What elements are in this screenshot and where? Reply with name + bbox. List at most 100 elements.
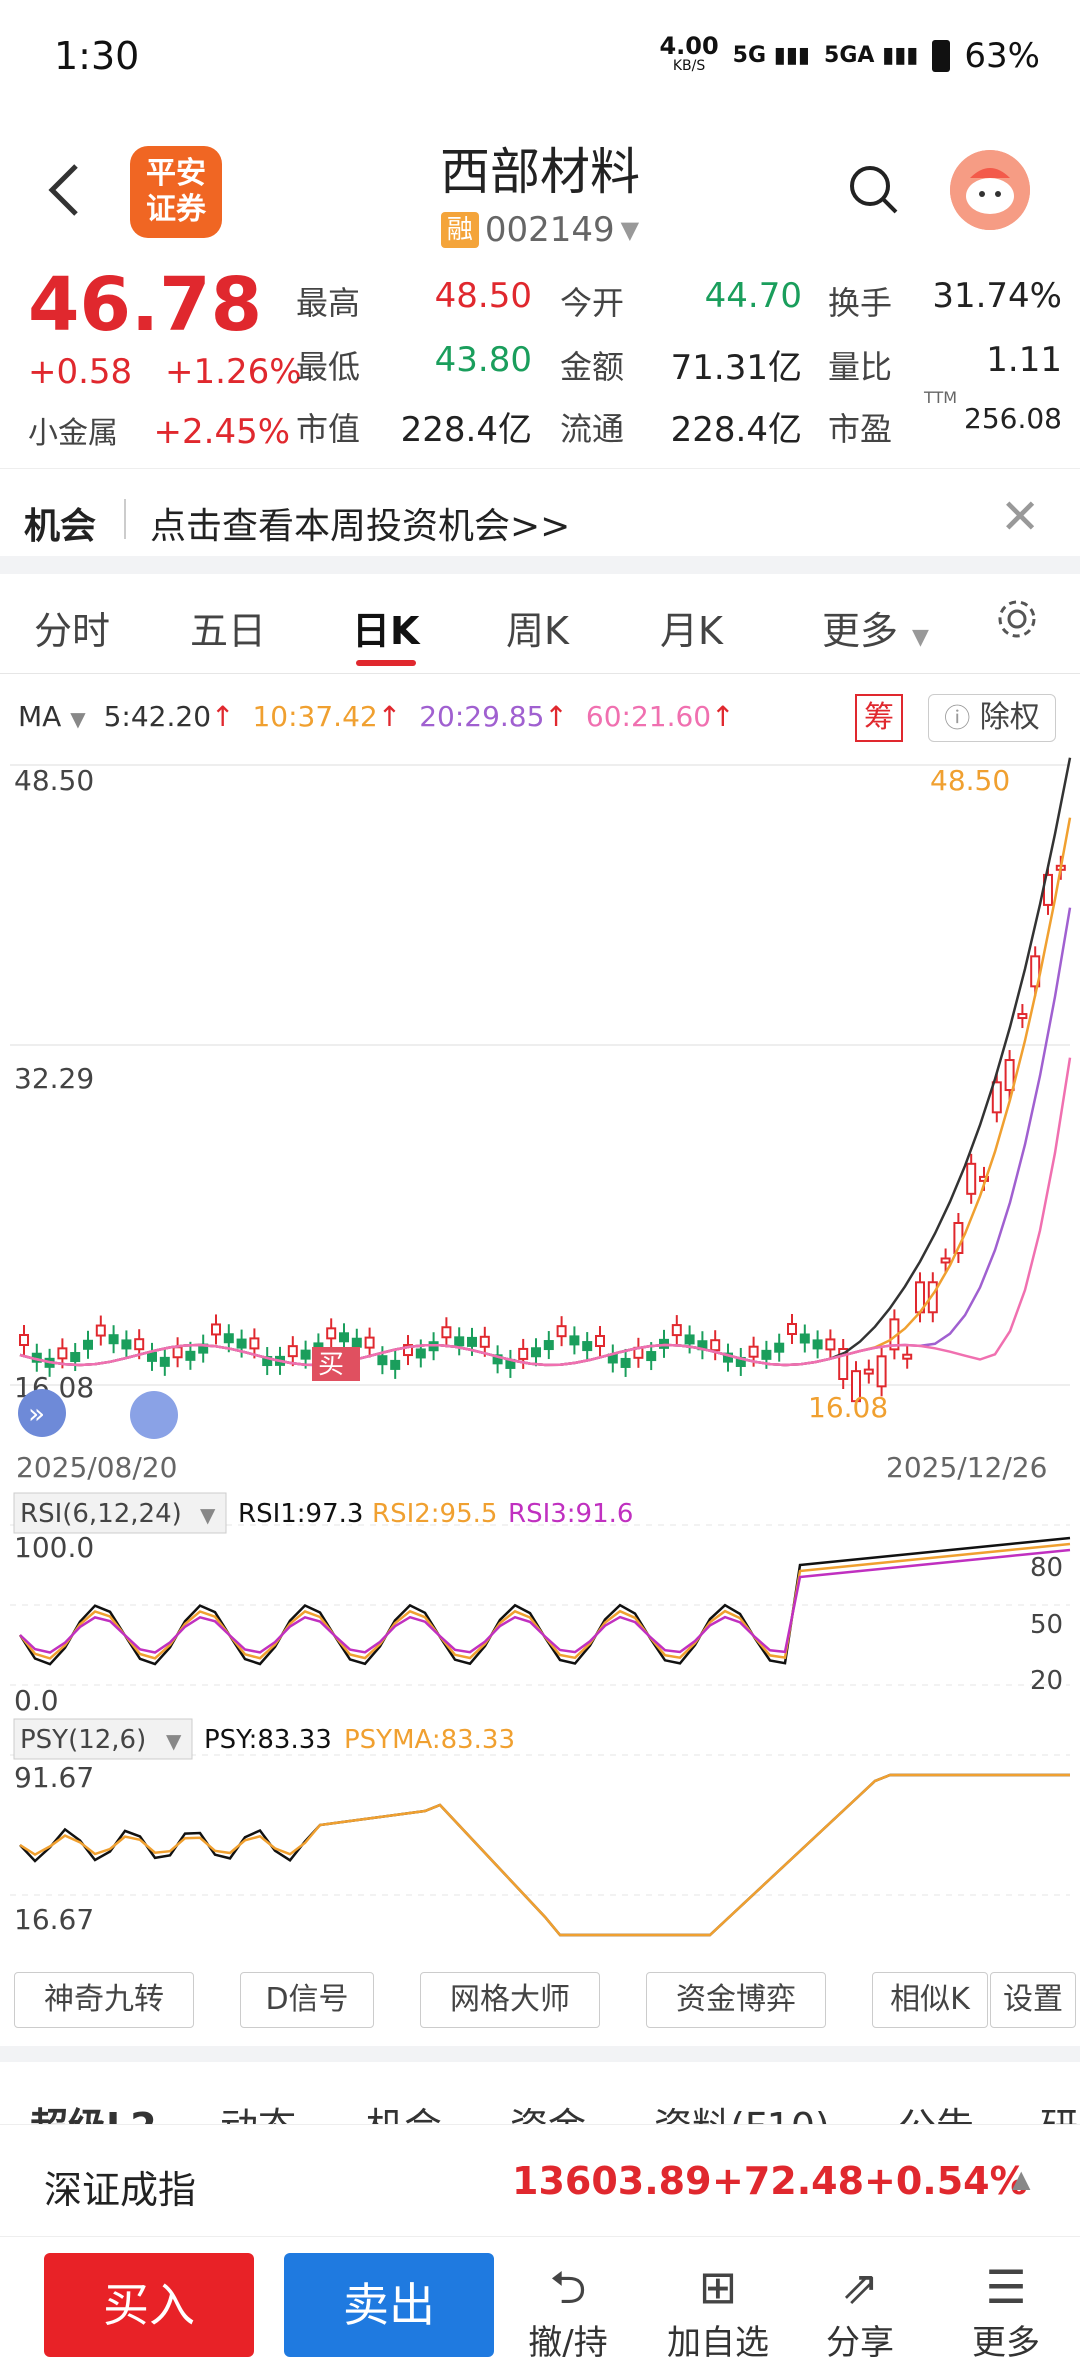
candlestick xyxy=(403,1344,413,1357)
candlestick xyxy=(787,1323,797,1336)
ma60-value: 60:21.60↑ xyxy=(585,700,735,733)
candlestick xyxy=(121,1339,132,1350)
index-ticker[interactable]: 深证成指 13603.89 +72.48 +0.54% ▲ xyxy=(0,2124,1080,2236)
tab-weekly-k[interactable]: 周K xyxy=(506,609,569,653)
rsi-lines xyxy=(18,1536,1071,1666)
tab-announcements[interactable]: 公告 xyxy=(898,2105,975,2128)
rsi3-value: RSI3:91.6 xyxy=(508,1499,633,1529)
sector-pct: +2.45% xyxy=(153,412,291,452)
net-speed-value: 4.00 xyxy=(659,32,719,60)
quote-value: 43.80 xyxy=(434,340,532,380)
tool-grid-master[interactable]: 网格大师 xyxy=(420,1972,600,2028)
tab-daily-k[interactable]: 日K xyxy=(352,609,420,653)
candlestick xyxy=(569,1335,580,1346)
candlestick xyxy=(339,1332,349,1343)
x-start-label: 2025/08/20 xyxy=(16,1451,177,1484)
add-watchlist-button[interactable]: ⊞ 加自选 xyxy=(664,2259,772,2364)
rsi-selector[interactable] xyxy=(13,1492,227,1534)
rsi2-value: RSI2:95.5 xyxy=(372,1499,497,1529)
tool-fund-game[interactable]: 资金博弈 xyxy=(646,1972,826,2028)
candlestick xyxy=(287,1345,298,1358)
tab-monthly-k[interactable]: 月K xyxy=(660,609,723,653)
tab-funds[interactable]: 资金 xyxy=(510,2105,587,2128)
tab-opportunity[interactable]: 机会 xyxy=(366,2105,443,2128)
chart-tabs: 分时 五日 日K 周K 月K 更多 ▼ xyxy=(0,578,1080,674)
ma-line xyxy=(19,817,1072,1367)
section-separator xyxy=(0,556,1080,574)
ma-label: MA ▼ xyxy=(18,700,86,733)
candlestick xyxy=(19,1334,29,1346)
candlestick xyxy=(390,1359,401,1370)
stock-code-row[interactable]: 融 002149 ▼ xyxy=(0,210,1080,250)
candlestick xyxy=(646,1351,657,1362)
candlestick xyxy=(415,1348,426,1359)
chip-distribution-button[interactable]: 筹 xyxy=(855,694,903,742)
tab-more[interactable]: 更多 ▼ xyxy=(822,609,929,653)
candlestick xyxy=(108,1334,119,1345)
buy-button[interactable]: 买入 xyxy=(44,2253,254,2357)
status-time: 1:30 xyxy=(54,34,140,78)
candlestick xyxy=(774,1342,785,1353)
stock-header: 平安 证券 西部材料 融 002149 ▼ xyxy=(0,120,1080,260)
more-button[interactable]: ☰ 更多 xyxy=(956,2259,1056,2364)
tool-magic-nine[interactable]: 神奇九转 xyxy=(14,1972,194,2028)
ttm-superscript: TTM xyxy=(924,388,958,407)
candlestick xyxy=(454,1336,465,1347)
cancel-hold-button[interactable]: ⮌ 撤/持 xyxy=(518,2259,618,2364)
rsi-line xyxy=(19,1548,1071,1654)
expand-icon[interactable] xyxy=(18,1389,66,1437)
quote-label: 市盈 xyxy=(828,410,893,448)
ex-rights-button[interactable]: ⓘ 除权 xyxy=(928,694,1056,742)
caret-up-icon[interactable]: ▲ xyxy=(1012,2165,1031,2193)
opportunity-bar[interactable]: 机会 点击查看本周投资机会>> ✕ xyxy=(0,468,1080,568)
opportunity-text: 点击查看本周投资机会>> xyxy=(150,506,571,547)
candlestick xyxy=(211,1323,221,1336)
close-icon[interactable]: ✕ xyxy=(1000,489,1041,545)
candlestick xyxy=(1004,1059,1015,1092)
tab-intraday[interactable]: 分时 xyxy=(34,609,111,653)
gear-icon[interactable] xyxy=(994,596,1040,651)
more-label: 更多 xyxy=(972,2323,1040,2363)
ma-legend[interactable]: MA ▼ 5:42.20↑ 10:37.42↑ 20:29.85↑ 60:21.… xyxy=(18,700,735,733)
candlestick xyxy=(812,1339,823,1350)
search-icon[interactable] xyxy=(846,162,902,218)
tab-research[interactable]: 研 xyxy=(1040,2105,1079,2128)
fullscreen-icon[interactable] xyxy=(130,1391,178,1439)
ma-line xyxy=(19,907,1072,1367)
candlestick xyxy=(95,1324,106,1337)
quote-label: 换手 xyxy=(828,284,893,322)
quote-value: 228.4亿 xyxy=(670,410,802,450)
ma20-value: 20:29.85↑ xyxy=(419,700,568,733)
candlestick xyxy=(710,1339,721,1352)
sector-row[interactable]: 小金属 +2.45% xyxy=(28,408,290,452)
psy-selector[interactable] xyxy=(13,1718,193,1760)
rsi-level-50: 50 xyxy=(1030,1610,1063,1640)
back-button[interactable] xyxy=(40,160,90,220)
tab-f10[interactable]: 资料(F10) xyxy=(654,2105,830,2128)
broker-logo: 平安 证券 xyxy=(130,146,222,238)
tab-news[interactable]: 动态 xyxy=(220,2105,297,2128)
price-change-pct: +1.26% xyxy=(165,352,302,392)
tool-settings[interactable]: 设置 xyxy=(990,1972,1076,2028)
share-button[interactable]: ⇗ 分享 xyxy=(810,2259,910,2364)
candlestick xyxy=(671,1324,682,1337)
quote-label: 流通 xyxy=(560,410,625,448)
candlestick xyxy=(223,1333,234,1344)
sell-button[interactable]: 卖出 xyxy=(284,2253,494,2357)
candlestick xyxy=(582,1341,593,1352)
index-change: +72.48 xyxy=(712,2159,865,2203)
tool-d-signal[interactable]: D信号 xyxy=(240,1972,374,2028)
candlestick xyxy=(492,1354,503,1365)
caret-down-icon: ▼ xyxy=(912,625,929,650)
share-label: 分享 xyxy=(826,2323,894,2363)
divider xyxy=(124,499,126,539)
assistant-avatar-icon[interactable] xyxy=(950,150,1030,230)
kline-chart-area[interactable]: 48.50 32.29 16.08 48.50 16.08 买 » 2025/0… xyxy=(0,745,1080,1960)
tab-super-l2[interactable]: 超级L2 xyxy=(30,2105,157,2128)
ma5-value: 5:42.20↑ xyxy=(103,700,235,733)
tab-five-day[interactable]: 五日 xyxy=(190,609,267,653)
rsi-level-20: 20 xyxy=(1030,1666,1063,1696)
tool-similar-k[interactable]: 相似K xyxy=(872,1972,988,2028)
caret-down-icon: ▼ xyxy=(166,1729,182,1753)
psy-line xyxy=(19,1773,1070,1937)
